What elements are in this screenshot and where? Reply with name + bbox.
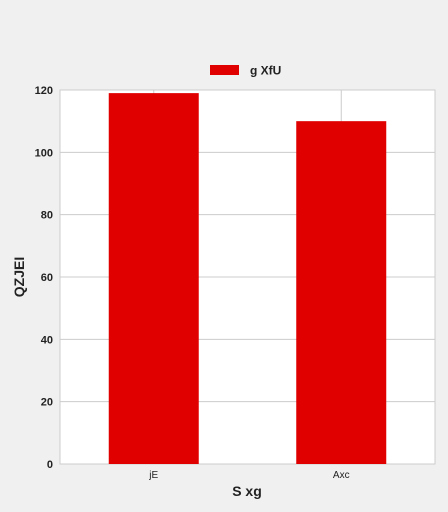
legend: g XfU — [210, 64, 281, 78]
y-axis-title: QZJEI — [11, 257, 27, 297]
x-tick-label: jE — [148, 470, 158, 481]
x-axis-ticks: jE Axc — [148, 470, 349, 481]
legend-swatch — [210, 65, 239, 75]
y-tick-label: 20 — [41, 397, 53, 409]
y-tick-label: 40 — [41, 334, 53, 346]
y-tick-label: 60 — [41, 272, 53, 284]
x-tick-label: Axc — [333, 470, 350, 481]
legend-label: g XfU — [250, 64, 281, 78]
bar — [296, 121, 386, 464]
x-axis-title: S xg — [232, 483, 262, 499]
y-tick-label: 80 — [41, 210, 53, 222]
bar — [109, 93, 199, 464]
y-tick-label: 120 — [35, 85, 53, 97]
y-tick-label: 0 — [47, 459, 53, 471]
y-tick-label: 100 — [35, 147, 53, 159]
y-axis-ticks: 0 20 40 60 80 100 120 — [35, 85, 53, 471]
